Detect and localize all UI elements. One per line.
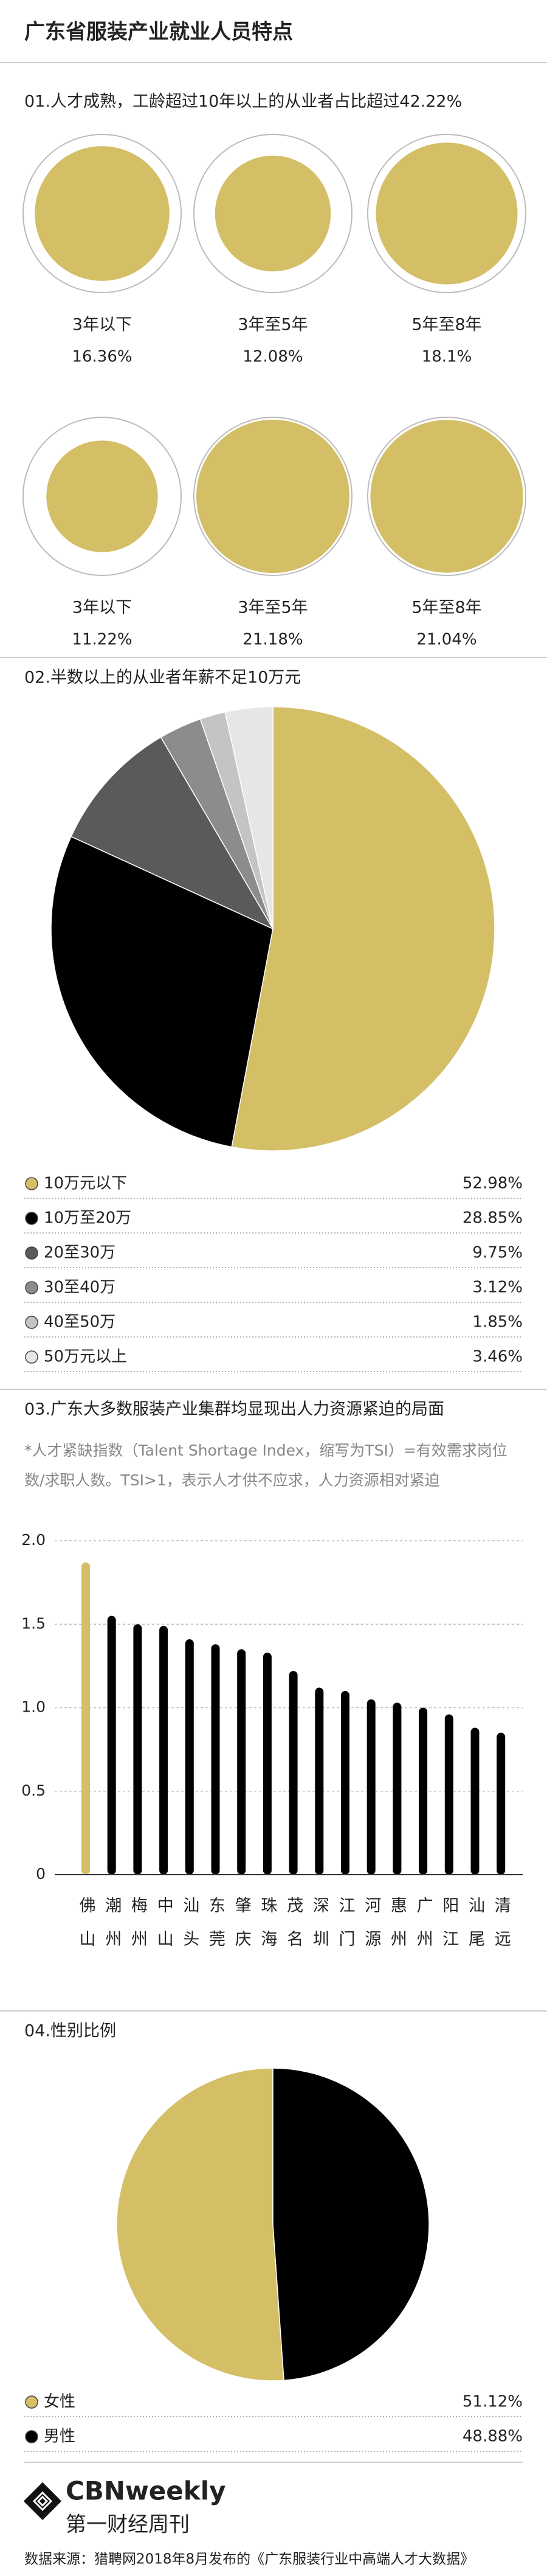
bar bbox=[81, 1562, 90, 1875]
pie-slice bbox=[231, 706, 495, 1151]
value-circle bbox=[46, 440, 158, 552]
legend-marker bbox=[25, 1281, 38, 1294]
source: 数据来源：猎聘网2018年8月发布的《广东服装行业中高端人才大数据》 bbox=[24, 2552, 474, 2567]
legend-label: 30至40万 bbox=[44, 1279, 115, 1297]
legend-label: 男性 bbox=[44, 2428, 75, 2446]
category-label: 3年以下 bbox=[72, 316, 132, 335]
x-tick-label: 潮州 bbox=[102, 1897, 122, 1963]
bar bbox=[159, 1625, 168, 1875]
bar bbox=[107, 1616, 116, 1875]
bar bbox=[366, 1699, 376, 1875]
value-label: 21.18% bbox=[243, 631, 303, 649]
section-title: 01.人才成熟，工龄超过10年以上的从业者占比超过42.22% bbox=[24, 92, 462, 111]
bar bbox=[237, 1649, 246, 1875]
category-label: 3年以下 bbox=[72, 599, 132, 617]
section-title: 02.半数以上的从业者年薪不足10万元 bbox=[24, 668, 301, 687]
legend-label: 女性 bbox=[44, 2393, 75, 2411]
value-label: 21.04% bbox=[416, 631, 476, 649]
logo bbox=[23, 2482, 62, 2521]
x-tick-label: 肇庆 bbox=[232, 1897, 252, 1963]
legend-label: 10万至20万 bbox=[44, 1209, 131, 1227]
bar bbox=[263, 1652, 272, 1875]
bar bbox=[470, 1727, 480, 1875]
bar bbox=[133, 1624, 142, 1875]
value-circle bbox=[196, 420, 349, 573]
value-circle bbox=[376, 142, 518, 285]
legend-value: 28.85% bbox=[463, 1209, 523, 1227]
value-circle bbox=[370, 420, 523, 573]
pie-slice bbox=[71, 736, 274, 930]
value-label: 16.36% bbox=[72, 348, 132, 366]
bar bbox=[393, 1703, 402, 1875]
legend-value: 3.46% bbox=[472, 1348, 523, 1366]
x-tick-label: 深圳 bbox=[310, 1897, 329, 1963]
x-tick-label: 中山 bbox=[154, 1897, 173, 1963]
brand: CBNweekly bbox=[66, 2476, 225, 2506]
legend-value: 9.75% bbox=[472, 1244, 523, 1262]
pie-slice bbox=[116, 2067, 284, 2381]
x-tick-label: 东莞 bbox=[206, 1897, 225, 1963]
bar bbox=[419, 1707, 428, 1875]
bar bbox=[444, 1714, 453, 1875]
bar bbox=[289, 1671, 298, 1875]
legend-marker bbox=[25, 1316, 38, 1329]
category-label: 3年至5年 bbox=[238, 599, 308, 617]
x-tick-label: 珠海 bbox=[258, 1897, 277, 1963]
pie-slice bbox=[272, 2067, 430, 2381]
x-tick-label: 广州 bbox=[414, 1897, 433, 1963]
x-tick-label: 佛山 bbox=[77, 1897, 96, 1963]
value-label: 12.08% bbox=[243, 348, 303, 366]
legend-marker bbox=[25, 1246, 38, 1260]
bar bbox=[211, 1644, 220, 1875]
x-tick-label: 阳江 bbox=[439, 1897, 458, 1963]
bar bbox=[185, 1639, 194, 1875]
page-title: 广东省服装产业就业人员特点 bbox=[24, 20, 293, 44]
section-title: 03.广东大多数服装产业集群均显现出人力资源紧迫的局面 bbox=[24, 1400, 444, 1419]
y-tick-label: 0 bbox=[36, 1865, 46, 1883]
legend-value: 1.85% bbox=[472, 1313, 523, 1331]
note-box: *人才紧缺指数（Talent Shortage Index，缩写为TSI）=有效… bbox=[24, 1442, 507, 1489]
legend-marker bbox=[25, 1350, 38, 1364]
y-tick-label: 2.0 bbox=[21, 1531, 46, 1549]
value-label: 18.1% bbox=[422, 348, 472, 366]
x-tick-label: 汕头 bbox=[180, 1897, 199, 1963]
legend-value: 51.12% bbox=[463, 2393, 523, 2411]
legend-label: 40至50万 bbox=[44, 1313, 115, 1331]
legend-label: 50万元以上 bbox=[44, 1348, 127, 1366]
legend-label: 20至30万 bbox=[44, 1244, 115, 1262]
x-tick-label: 汕尾 bbox=[466, 1897, 485, 1963]
value-circle bbox=[215, 155, 331, 272]
legend-value: 48.88% bbox=[463, 2428, 523, 2446]
legend-marker bbox=[25, 1177, 38, 1190]
legend-label: 10万元以下 bbox=[44, 1175, 127, 1193]
legend-marker bbox=[25, 2395, 38, 2409]
legend-marker bbox=[25, 2430, 38, 2443]
note: *人才紧缺指数（Talent Shortage Index，缩写为TSI）=有效… bbox=[24, 1442, 507, 1489]
y-tick-label: 0.5 bbox=[21, 1782, 46, 1799]
x-tick-label: 惠州 bbox=[388, 1897, 407, 1963]
category-label: 3年至5年 bbox=[238, 316, 308, 335]
legend-value: 52.98% bbox=[463, 1175, 523, 1193]
x-tick-label: 河源 bbox=[362, 1897, 381, 1963]
bar bbox=[315, 1687, 324, 1875]
x-tick-label: 清远 bbox=[492, 1897, 511, 1963]
category-label: 5年至8年 bbox=[411, 316, 481, 335]
x-tick-label: 茂名 bbox=[284, 1897, 303, 1963]
legend-value: 3.12% bbox=[472, 1279, 523, 1297]
section-title: 04.性别比例 bbox=[24, 2022, 116, 2041]
y-tick-label: 1.0 bbox=[21, 1698, 46, 1716]
x-tick-label: 江门 bbox=[336, 1897, 355, 1963]
value-label: 11.22% bbox=[72, 631, 132, 649]
bar bbox=[341, 1691, 349, 1875]
y-tick-label: 1.5 bbox=[21, 1614, 46, 1632]
pie-slice bbox=[50, 836, 274, 1148]
bar bbox=[497, 1732, 506, 1875]
pie-slice bbox=[224, 706, 274, 929]
value-circle bbox=[35, 146, 170, 281]
legend-marker bbox=[25, 1212, 38, 1225]
x-tick-label: 梅州 bbox=[128, 1897, 148, 1963]
category-label: 5年至8年 bbox=[411, 599, 481, 617]
brand-cn: 第一财经周刊 bbox=[66, 2513, 190, 2537]
